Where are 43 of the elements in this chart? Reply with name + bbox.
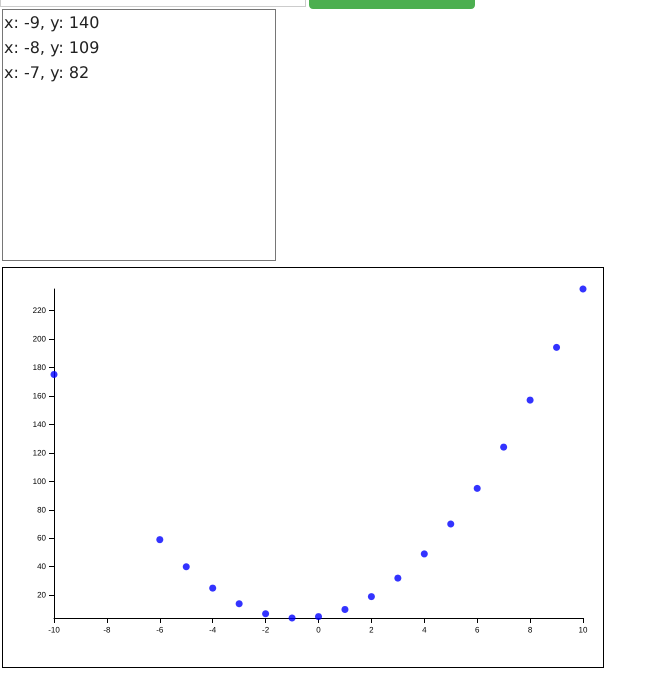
point [209, 584, 216, 592]
x-tick-label: -6 [156, 626, 164, 634]
y-tick-label: 40 [37, 562, 47, 572]
point [447, 520, 454, 528]
point [500, 444, 508, 451]
y-tick-label: 220 [32, 306, 47, 315]
x-tick-label: -8 [103, 626, 111, 634]
y-tick-label: 100 [32, 476, 47, 486]
text: x: -9, y: 140 [4, 12, 100, 34]
x-tick-label: 8 [528, 626, 533, 634]
text: x: -8, y: 109 [4, 37, 100, 59]
point [474, 484, 481, 492]
text: x: -7, y: 82 [4, 62, 90, 84]
point [553, 344, 560, 351]
y-tick-label: 160 [32, 391, 47, 400]
point [394, 574, 402, 582]
y-tick-label: 80 [37, 505, 47, 514]
x-tick-label: -4 [209, 626, 217, 634]
point [288, 614, 296, 622]
y-tick-label: 60 [37, 534, 47, 543]
y-tick-label: 180 [32, 362, 47, 372]
point [526, 396, 534, 404]
x-tick-label: 10 [578, 626, 588, 634]
y-tick-label: 20 [37, 590, 47, 600]
point [156, 536, 164, 544]
point [50, 370, 58, 378]
y-tick-label: 200 [32, 334, 47, 344]
x-tick-label: 0 [316, 626, 322, 634]
x-tick-label: -10 [48, 626, 60, 634]
point [341, 606, 348, 613]
point [262, 610, 270, 618]
point [315, 613, 322, 620]
x-tick-label: 2 [369, 626, 374, 634]
x-tick-label: -2 [262, 626, 270, 634]
y-tick-label: 140 [32, 420, 47, 429]
point [182, 563, 190, 570]
x-tick-label: 6 [474, 626, 480, 634]
point [420, 550, 428, 558]
point [236, 600, 243, 608]
point [368, 593, 375, 600]
x-tick-label: 4 [422, 626, 428, 634]
point [580, 286, 586, 292]
y-tick-label: 120 [32, 448, 47, 458]
